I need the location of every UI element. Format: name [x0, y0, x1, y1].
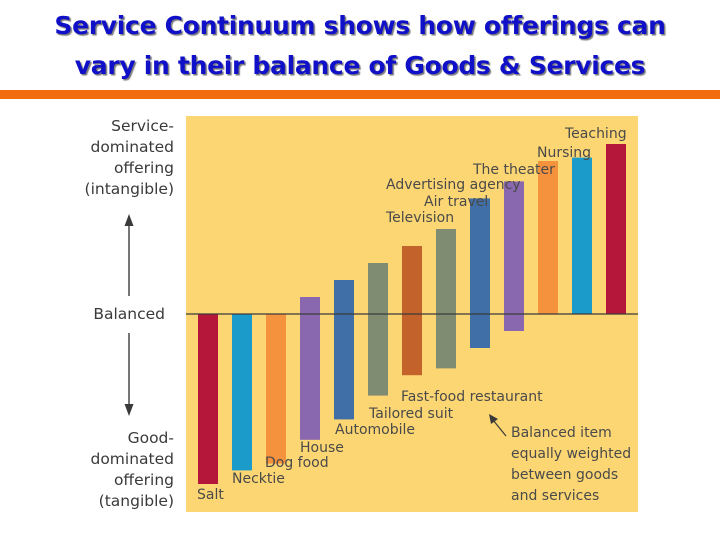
- down-arrow: [124, 333, 134, 416]
- bar-the-theater: [538, 161, 558, 314]
- label-necktie: Necktie: [232, 471, 285, 487]
- bar-air-travel: [470, 198, 490, 348]
- bar-house: [300, 297, 320, 440]
- label-fast-food-restaurant: Fast-food restaurant: [401, 389, 543, 405]
- label-advertising-agency: Advertising agency: [386, 177, 521, 193]
- label-automobile: Automobile: [335, 422, 415, 438]
- bar-fast-food-restaurant: [402, 246, 422, 376]
- annotation-text: Balanced item equally weighted between goo…: [511, 425, 631, 504]
- label-house: House: [300, 440, 344, 456]
- label-the-theater: The theater: [472, 162, 555, 178]
- bar-necktie: [232, 314, 252, 471]
- title-rule: [0, 90, 720, 99]
- bar-nursing: [572, 157, 592, 314]
- good-dominated-label: Good-dominated offering (tangible): [90, 429, 174, 510]
- bar-tailored-suit: [368, 263, 388, 396]
- bar-television: [436, 229, 456, 369]
- label-air-travel: Air travel: [424, 194, 488, 210]
- label-teaching: Teaching: [564, 126, 627, 142]
- slide-title: Service Continuum shows how offerings ca…: [0, 6, 720, 86]
- bar-salt: [198, 314, 218, 484]
- bars-layer: [198, 144, 626, 484]
- bar-dog-food: [266, 314, 286, 464]
- annotation-arrow: [489, 414, 507, 437]
- label-nursing: Nursing: [537, 145, 591, 161]
- bar-teaching: [606, 144, 626, 314]
- label-television: Television: [385, 210, 454, 226]
- balanced-label: Balanced: [93, 305, 165, 323]
- label-tailored-suit: Tailored suit: [368, 406, 454, 422]
- service-dominated-label: Service-dominated offering (intangible): [85, 117, 174, 198]
- slide-title-line-2: vary in their balance of Goods & Service…: [74, 51, 646, 80]
- label-dog-food: Dog food: [265, 455, 329, 471]
- bar-advertising-agency: [504, 181, 524, 331]
- up-arrow: [124, 214, 134, 296]
- label-salt: Salt: [197, 487, 224, 503]
- bar-automobile: [334, 280, 354, 420]
- slide-title-line-1: Service Continuum shows how offerings ca…: [54, 11, 666, 40]
